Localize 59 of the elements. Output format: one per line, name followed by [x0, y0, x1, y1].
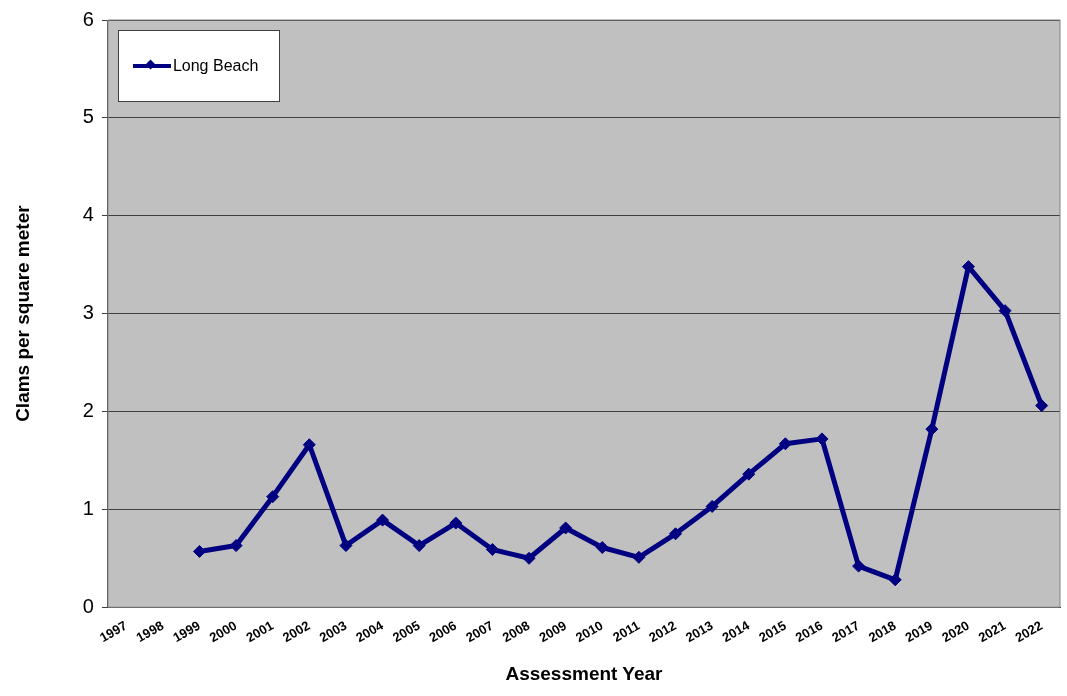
x-tick-label: 2010: [573, 617, 606, 646]
x-tick-label: 1998: [133, 617, 167, 646]
x-tick-label: 2017: [829, 617, 862, 646]
x-tick-label: 2020: [939, 617, 972, 646]
point: [522, 551, 536, 565]
point: [266, 490, 280, 504]
x-tick-label: 2013: [682, 617, 716, 646]
point: [339, 539, 353, 553]
x-tick-label: 1999: [170, 617, 203, 646]
y-tick-label: 6: [82, 7, 94, 30]
point: [852, 559, 866, 573]
x-tick-label: 2018: [865, 617, 899, 646]
x-tick-label: 2005: [389, 617, 423, 646]
point: [742, 467, 756, 481]
point: [449, 516, 463, 530]
x-tick-label: 2007: [463, 617, 496, 646]
x-tick-label: 2016: [792, 617, 826, 646]
x-tick-label: 2006: [426, 617, 460, 646]
x-tick-label: 2014: [719, 617, 753, 646]
y-tick-label: 3: [82, 301, 94, 324]
point: [1035, 399, 1049, 413]
x-tick-label: 2004: [353, 617, 387, 646]
y-tick-label: 5: [82, 105, 94, 128]
x-tick-label: 2000: [206, 617, 240, 646]
x-tick-label: 1997: [97, 617, 130, 646]
point: [815, 432, 829, 446]
point: [888, 573, 902, 587]
point: [192, 544, 206, 558]
point: [998, 304, 1012, 318]
point: [632, 550, 646, 564]
x-tick-label: 2019: [902, 617, 936, 646]
x-tick-label: 2001: [243, 617, 276, 646]
x-tick-label: 2003: [316, 617, 350, 646]
point: [705, 499, 719, 513]
point: [925, 422, 939, 436]
point: [559, 521, 573, 535]
x-tick-label: 2002: [280, 617, 313, 646]
point: [485, 542, 499, 556]
y-tick-label: 4: [82, 203, 94, 226]
y-tick-label: 2: [82, 399, 94, 421]
x-axis-title: Assessment Year: [505, 662, 664, 684]
point: [595, 541, 609, 555]
point: [376, 513, 390, 527]
point: [669, 527, 683, 541]
x-tick-label: 2015: [756, 617, 789, 646]
x-tick-label: 2008: [499, 617, 533, 646]
x-tick-label: 2009: [536, 617, 569, 646]
x-tick-label: 2022: [1012, 617, 1045, 646]
legend-label: Long Beach: [172, 57, 259, 75]
x-tick-label: 2021: [975, 617, 1009, 646]
point: [412, 539, 426, 553]
point: [229, 539, 243, 553]
y-tick-label: 0: [82, 594, 94, 617]
y-axis-title: Clams per square meter: [11, 204, 33, 422]
point: [302, 438, 316, 452]
y-tick-label: 1: [82, 496, 94, 519]
point: [778, 437, 792, 451]
x-tick-label: 2011: [610, 617, 643, 645]
x-tick-label: 2012: [646, 617, 679, 646]
